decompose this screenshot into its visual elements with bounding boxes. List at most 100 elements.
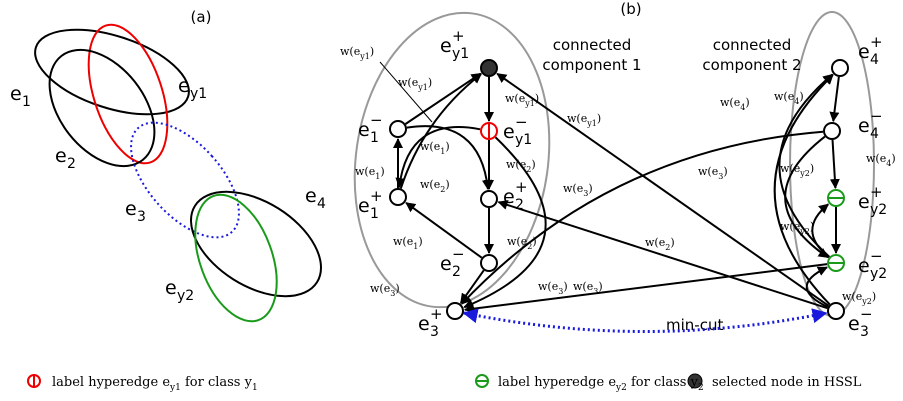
edge-label-part: ): [745, 96, 749, 109]
label-pointer: [379, 61, 433, 123]
edge-label: w(e4): [720, 96, 750, 112]
edge-label-sub: 4: [794, 97, 799, 106]
edge: [463, 136, 547, 309]
edge-label-part: w(e: [780, 220, 800, 233]
edge: [773, 74, 834, 306]
edge-label-part: w(e: [842, 290, 862, 303]
edge-label-part: ): [670, 236, 674, 249]
label-sub: 2: [515, 197, 524, 213]
edge-label-part: ): [445, 178, 449, 191]
edge-label-sub: y1: [417, 83, 428, 92]
edge-label: w(e3): [698, 165, 728, 181]
node: [389, 188, 407, 206]
label-sub: 3: [137, 209, 146, 225]
edge-label-part: ): [872, 290, 876, 303]
edge-label-sub: 3: [593, 287, 598, 296]
legend-part: selected node in HSSL: [712, 375, 862, 390]
legend-sub: y1: [169, 383, 181, 393]
legend-part: label hyperedge e: [498, 375, 616, 390]
label-sup: +: [452, 27, 465, 45]
label-sup: −: [860, 305, 873, 323]
edge-label: w(e3): [563, 182, 593, 198]
label-base: e: [358, 119, 370, 141]
component-label: component 2: [702, 56, 801, 74]
label-sub: 3: [860, 324, 869, 340]
legend-text: label hyperedge ey1 for class y1: [52, 375, 258, 393]
label-sup: +: [870, 33, 883, 51]
edge-label-part: ): [445, 140, 449, 153]
label-sub: 4: [870, 52, 879, 68]
legend-sub: 1: [252, 383, 258, 393]
edge-label-part: ): [532, 235, 536, 248]
edge-label-sub: y1: [524, 99, 535, 108]
edge: [463, 263, 828, 314]
component-label: component 1: [542, 56, 641, 74]
label-base: e: [858, 115, 870, 137]
panel-a: [34, 23, 322, 323]
edge-label: w(ey2): [780, 162, 814, 178]
edge-label-part: ): [395, 282, 399, 295]
edge-label-part: w(e: [567, 112, 587, 125]
edge-label-sub: y1: [586, 119, 597, 128]
legend-part: label hyperedge e: [52, 375, 170, 390]
legend-sub: 2: [698, 383, 704, 393]
min-cut-edge: [462, 308, 828, 333]
label-base: e: [358, 195, 370, 217]
edge-label: w(ey2): [780, 220, 814, 236]
edge: [461, 130, 824, 305]
edge-label: w(ey1): [505, 92, 539, 108]
label-sup: +: [430, 305, 443, 323]
label-base: e: [165, 277, 177, 299]
label-sub: y2: [177, 288, 194, 304]
hyperedge-e3: [130, 121, 240, 239]
edge-label-sub: 4: [886, 159, 891, 168]
edge-label-part: w(e: [720, 96, 740, 109]
edge: [778, 73, 834, 258]
node: [827, 302, 845, 320]
edge-label-sub: 4: [740, 103, 745, 112]
edge-label-sub: 2: [440, 185, 445, 194]
node: [831, 59, 849, 77]
edge-label: w(e2): [507, 235, 537, 251]
edge: [406, 125, 492, 191]
edge-label-part: ): [597, 112, 601, 125]
hyperedge-e2: [48, 48, 156, 168]
edge-label: w(e4): [866, 152, 896, 168]
label-sub: 4: [317, 196, 326, 212]
legend-text: label hyperedge ey2 for class y2: [498, 375, 704, 393]
label-sub: y1: [515, 132, 532, 148]
label-base: e: [440, 35, 452, 57]
label-sub: y1: [452, 46, 469, 62]
edge-label-sub: 3: [558, 287, 563, 296]
edge-label-part: w(e: [505, 92, 525, 105]
edge: [496, 72, 830, 307]
label-sup: −: [452, 245, 465, 263]
label-sub: 1: [22, 94, 31, 110]
edge-label-part: w(e: [393, 235, 413, 248]
label-base: e: [848, 313, 860, 335]
edge: [497, 200, 828, 310]
label-base: e: [503, 186, 515, 208]
edge-label-part: w(e: [420, 140, 440, 153]
label-sup: +: [370, 187, 383, 205]
label-base: e: [858, 191, 870, 213]
edge-label: w(e1): [393, 235, 423, 251]
label-sup: +: [515, 178, 528, 196]
node: [480, 254, 498, 272]
edge-label-part: w(e: [866, 152, 886, 165]
component-label: connected: [713, 36, 792, 54]
edge: [395, 126, 481, 189]
label-sup: −: [515, 113, 528, 131]
edge-label-part: w(e: [563, 182, 583, 195]
label-sub: 4: [870, 126, 879, 142]
edge-label-part: w(e: [774, 90, 794, 103]
label-sub: 1: [370, 206, 379, 222]
label-base: e: [10, 83, 22, 105]
edge-label-part: w(e: [698, 165, 718, 178]
edge-label-sub: 1: [375, 172, 380, 181]
label-sup: −: [370, 111, 383, 129]
edge-label-part: ): [380, 165, 384, 178]
node: [446, 302, 464, 320]
edge-label: w(ey1): [398, 76, 432, 92]
